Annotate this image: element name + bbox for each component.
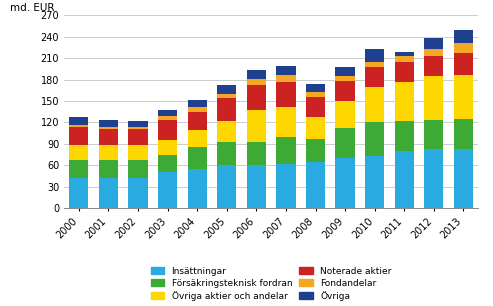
Bar <box>69 127 89 144</box>
Bar <box>335 128 355 158</box>
Bar <box>246 70 266 79</box>
Bar <box>394 62 414 82</box>
Bar <box>217 98 237 121</box>
Bar <box>128 121 148 127</box>
Bar <box>306 139 325 162</box>
Bar <box>276 137 296 164</box>
Bar <box>158 172 177 208</box>
Bar <box>276 107 296 137</box>
Bar <box>335 67 355 76</box>
Bar <box>69 118 89 125</box>
Bar <box>99 120 118 127</box>
Bar <box>217 142 237 165</box>
Bar <box>454 75 473 119</box>
Bar <box>454 119 473 149</box>
Bar <box>128 127 148 129</box>
Bar <box>424 149 444 208</box>
Bar <box>306 162 325 208</box>
Bar <box>246 110 266 142</box>
Bar <box>424 49 444 56</box>
Bar <box>424 56 444 76</box>
Legend: Insättningar, Försäkringsteknisk fordran, Övriga aktier och andelar, Noterade ak: Insättningar, Försäkringsteknisk fordran… <box>151 267 391 301</box>
Bar <box>217 85 237 94</box>
Bar <box>306 84 325 92</box>
Bar <box>394 151 414 208</box>
Bar <box>69 144 89 160</box>
Bar <box>187 112 207 129</box>
Bar <box>424 76 444 120</box>
Bar <box>69 160 89 178</box>
Bar <box>69 178 89 208</box>
Bar <box>217 165 237 208</box>
Bar <box>187 169 207 208</box>
Bar <box>454 30 473 43</box>
Bar <box>128 178 148 208</box>
Bar <box>306 118 325 139</box>
Text: md. EUR: md. EUR <box>10 3 55 13</box>
Bar <box>128 144 148 160</box>
Bar <box>335 101 355 128</box>
Bar <box>158 140 177 155</box>
Bar <box>217 121 237 142</box>
Bar <box>187 147 207 169</box>
Bar <box>187 107 207 112</box>
Bar <box>187 100 207 107</box>
Bar <box>246 79 266 84</box>
Bar <box>394 56 414 62</box>
Bar <box>454 53 473 75</box>
Bar <box>365 67 385 88</box>
Bar <box>365 49 385 62</box>
Bar <box>365 156 385 208</box>
Bar <box>276 164 296 208</box>
Bar <box>217 94 237 98</box>
Bar <box>394 82 414 121</box>
Bar <box>99 129 118 144</box>
Bar <box>246 84 266 110</box>
Bar <box>99 127 118 129</box>
Bar <box>276 66 296 75</box>
Bar <box>394 121 414 151</box>
Bar <box>276 82 296 107</box>
Bar <box>335 158 355 208</box>
Bar <box>69 125 89 127</box>
Bar <box>424 120 444 149</box>
Bar <box>365 88 385 122</box>
Bar <box>365 62 385 67</box>
Bar <box>99 178 118 208</box>
Bar <box>306 97 325 118</box>
Bar <box>246 142 266 165</box>
Bar <box>187 129 207 147</box>
Bar <box>424 38 444 49</box>
Bar <box>158 116 177 120</box>
Bar <box>99 144 118 160</box>
Bar <box>365 122 385 156</box>
Bar <box>158 110 177 116</box>
Bar <box>158 155 177 172</box>
Bar <box>99 160 118 178</box>
Bar <box>454 149 473 208</box>
Bar <box>394 52 414 56</box>
Bar <box>158 120 177 140</box>
Bar <box>128 129 148 144</box>
Bar <box>306 92 325 97</box>
Bar <box>276 75 296 82</box>
Bar <box>128 160 148 178</box>
Bar <box>454 43 473 53</box>
Bar <box>246 165 266 208</box>
Bar <box>335 81 355 101</box>
Bar <box>335 76 355 81</box>
